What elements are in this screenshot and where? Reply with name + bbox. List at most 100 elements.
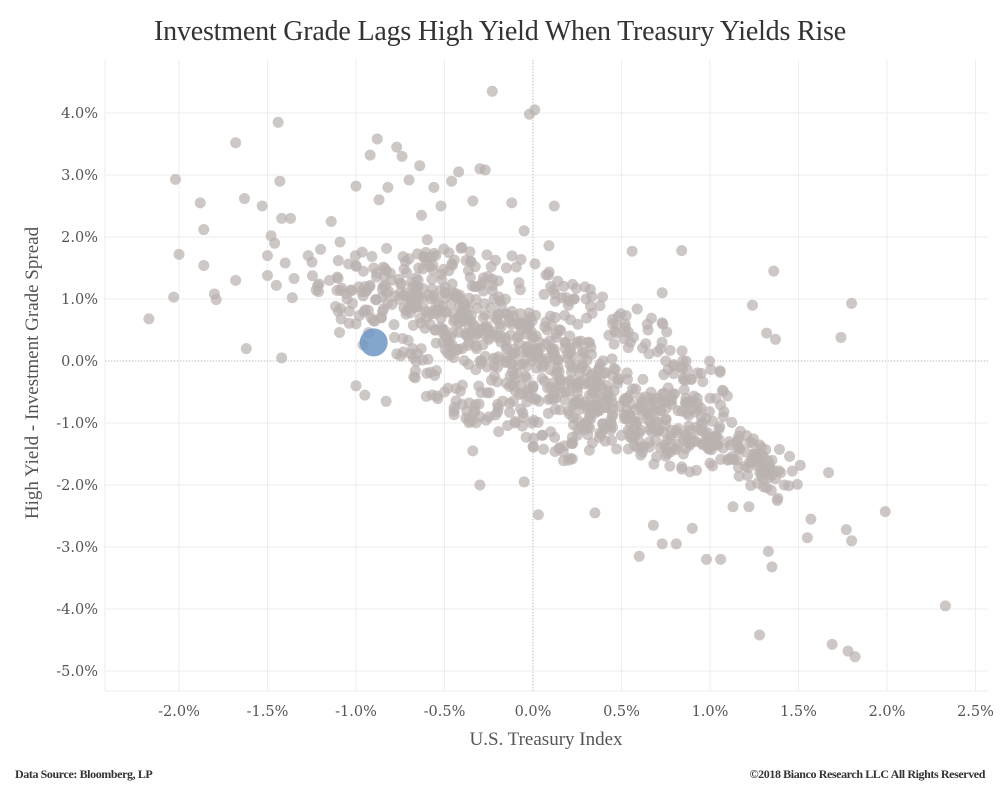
data-point <box>849 651 861 663</box>
data-point <box>198 260 210 272</box>
data-point <box>397 332 409 344</box>
data-point <box>545 426 557 438</box>
data-point <box>611 319 623 331</box>
data-point <box>421 234 433 246</box>
y-tick-label: 4.0% <box>61 106 98 122</box>
data-point <box>606 397 618 409</box>
x-tick-label: -1.5% <box>247 704 289 720</box>
data-point <box>840 524 852 536</box>
data-point <box>452 343 464 355</box>
data-point <box>558 280 570 292</box>
data-point <box>270 279 282 291</box>
data-point <box>481 361 493 373</box>
data-point <box>506 197 518 209</box>
data-point <box>448 405 460 417</box>
data-point <box>269 237 281 249</box>
data-point <box>474 479 486 491</box>
data-point <box>370 271 382 283</box>
data-point <box>276 352 288 364</box>
data-point <box>664 433 676 445</box>
data-point <box>551 355 563 367</box>
data-point <box>670 444 682 456</box>
data-point <box>173 248 185 260</box>
data-point <box>462 339 474 351</box>
x-axis-label: U.S. Treasury Index <box>469 729 623 750</box>
data-point <box>773 443 785 455</box>
data-point <box>543 240 555 252</box>
data-point <box>742 469 754 481</box>
copyright-note: ©2018 Bianco Research LLC All Rights Res… <box>749 767 986 781</box>
data-point <box>549 403 561 415</box>
data-point <box>659 419 671 431</box>
data-point <box>704 457 716 469</box>
data-point <box>549 385 561 397</box>
data-point <box>527 381 539 393</box>
data-point <box>428 181 440 193</box>
data-point <box>526 355 538 367</box>
data-point <box>403 174 415 186</box>
data-point <box>381 242 393 254</box>
data-point <box>656 336 668 348</box>
data-point <box>332 305 344 317</box>
x-tick-label: 0.0% <box>515 704 552 720</box>
x-tick-label: 1.5% <box>780 704 817 720</box>
data-point <box>606 353 618 365</box>
data-point <box>557 446 569 458</box>
data-point <box>846 297 858 309</box>
data-point <box>684 437 696 449</box>
data-point <box>549 445 561 457</box>
data-point <box>143 313 155 325</box>
y-tick-label: 1.0% <box>61 292 98 308</box>
y-axis-label: High Yield - Investment Grade Spread <box>22 226 43 519</box>
data-point <box>518 476 530 488</box>
data-point <box>507 395 519 407</box>
data-point <box>589 507 601 519</box>
data-point <box>443 247 455 259</box>
data-point <box>503 312 515 324</box>
data-point <box>571 338 583 350</box>
data-point <box>712 439 724 451</box>
data-point <box>635 424 647 436</box>
data-point <box>648 422 660 434</box>
data-point <box>681 364 693 376</box>
data-point <box>484 387 496 399</box>
data-point <box>739 446 751 458</box>
data-point <box>705 363 717 375</box>
data-point <box>726 417 738 429</box>
data-point <box>656 396 668 408</box>
data-point <box>640 338 652 350</box>
data-point <box>403 253 415 265</box>
data-point <box>288 273 300 285</box>
data-point <box>747 433 759 445</box>
data-point <box>446 175 458 187</box>
data-point <box>414 160 426 172</box>
data-point <box>685 373 697 385</box>
data-point <box>405 292 417 304</box>
data-point <box>334 326 346 338</box>
data-point <box>410 272 422 284</box>
data-point <box>336 282 348 294</box>
data-point <box>350 180 362 192</box>
data-point <box>388 319 400 331</box>
data-point <box>611 327 623 339</box>
data-point <box>546 346 558 358</box>
data-point <box>508 380 520 392</box>
data-point <box>274 175 286 187</box>
data-point <box>230 137 242 149</box>
data-point <box>732 462 744 474</box>
data-point <box>715 553 727 565</box>
data-point <box>549 288 561 300</box>
data-point <box>562 454 574 466</box>
y-tick-label: 3.0% <box>61 168 98 184</box>
data-point <box>262 269 273 281</box>
data-point <box>424 366 436 378</box>
data-point <box>715 453 727 465</box>
data-point <box>500 262 512 274</box>
data-point <box>395 350 407 362</box>
data-point <box>417 263 429 275</box>
data-point <box>656 538 668 550</box>
data-point <box>468 406 480 418</box>
data-point <box>515 308 527 320</box>
data-point <box>620 310 632 322</box>
data-point <box>479 309 491 321</box>
